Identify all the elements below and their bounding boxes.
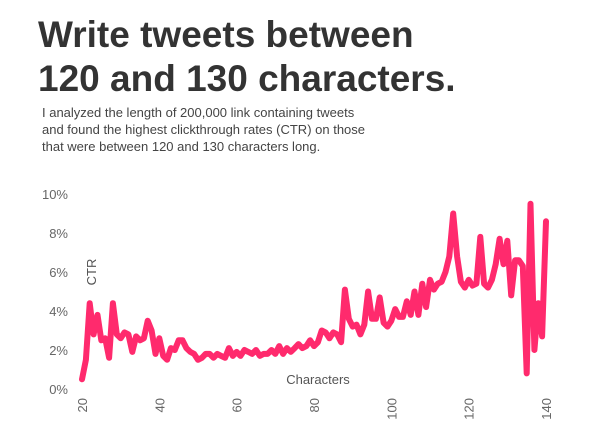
y-tick-label: 2% [49,343,68,358]
x-tick-label: 80 [307,398,322,412]
chart-title-line: Write tweets between [38,14,414,55]
y-tick-label: 0% [49,382,68,397]
x-tick-label: 100 [384,398,399,420]
subtitle-line: and found the highest clickthrough rates… [42,122,365,137]
x-tick-label: 40 [152,398,167,412]
x-tick-label: 20 [75,398,90,412]
subtitle-line: that were between 120 and 130 characters… [42,139,320,154]
x-tick-label: 140 [539,398,554,420]
x-tick-label: 120 [462,398,477,420]
y-axis-label: CTR [84,259,99,286]
subtitle-line: I analyzed the length of 200,000 link co… [42,105,355,120]
y-tick-label: 4% [49,304,68,319]
chart-title-line: 120 and 130 characters. [38,58,456,99]
data-line [79,200,549,383]
x-tick-label: 60 [230,398,245,412]
y-tick-label: 8% [49,226,68,241]
x-axis-label: Characters [286,372,350,387]
y-tick-label: 6% [49,265,68,280]
y-tick-label: 10% [42,187,68,202]
